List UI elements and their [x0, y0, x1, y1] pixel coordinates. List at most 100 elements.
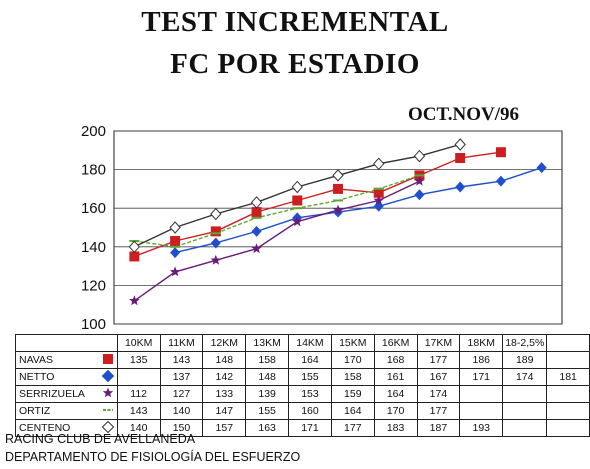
point-netto	[210, 237, 221, 249]
point-centeno	[128, 240, 141, 254]
line-chart: 100 120 140 160 180 200	[81, 123, 563, 333]
table-header-row: 10KM 11KM 12KM 13KM 14KM 15KM 16KM 17KM 18KM 18-2…	[14, 334, 590, 352]
table-value	[459, 385, 504, 403]
table-value: 177	[416, 351, 461, 369]
table-value: 135	[116, 351, 161, 369]
table-value	[502, 402, 548, 420]
series-line-ortiz	[134, 174, 420, 248]
point-netto	[414, 189, 425, 201]
point-serrizuela	[373, 195, 384, 205]
table-row: CENTENO 140 150 157 163 171 177 183 187 193	[14, 419, 590, 437]
table-value: 177	[330, 419, 375, 437]
point-centeno	[413, 149, 426, 163]
table-value: 148	[245, 368, 290, 386]
legend-marker-shape	[102, 387, 113, 397]
point-navas	[210, 226, 221, 237]
x-tick-label: 16KM	[373, 334, 418, 352]
table-value: 170	[330, 351, 375, 369]
legend-marker	[98, 402, 118, 420]
table-value	[546, 385, 590, 403]
table-value: 187	[416, 419, 461, 437]
series-line-netto	[174, 167, 542, 254]
table-value: 177	[416, 402, 461, 420]
y-tick-label: 120	[81, 277, 106, 294]
chart-date: OCT.NOV/96	[408, 104, 520, 125]
legend-marker	[98, 351, 118, 369]
legend-marker-icon	[101, 369, 114, 382]
table-value: 143	[116, 402, 161, 420]
y-tick-label: 100	[81, 316, 106, 333]
data-table: 10KM 11KM 12KM 13KM 14KM 15KM 16KM 17KM 18KM 18-2…	[14, 334, 590, 437]
table-value: 160	[288, 402, 332, 420]
table-value: 189	[502, 351, 548, 369]
table-value: 164	[373, 385, 418, 403]
point-navas	[292, 195, 303, 206]
legend-marker-icon	[101, 420, 114, 433]
table-value: 155	[245, 402, 290, 420]
x-tick-label: 13KM	[245, 334, 290, 352]
point-navas	[373, 187, 384, 198]
table-value: 153	[288, 385, 332, 403]
table-value: 147	[202, 402, 247, 420]
table-value	[546, 351, 590, 369]
chart-title-line2: FC POR ESTADIO	[170, 48, 420, 80]
point-serrizuela	[210, 254, 221, 265]
x-tick-label: 10KM	[116, 334, 161, 352]
table-value: 155	[288, 368, 332, 386]
point-centeno	[169, 221, 181, 234]
table-value	[459, 402, 504, 420]
table-value: 142	[202, 368, 247, 386]
table-value	[502, 385, 548, 403]
x-tick-label: 15KM	[330, 334, 375, 352]
point-serrizuela	[129, 295, 140, 306]
chart-title-line1: TEST INCREMENTAL	[141, 6, 449, 38]
table-row: NAVAS 135 143 148 158 164 170 168 177 186 189	[14, 351, 590, 369]
table-value: 139	[245, 385, 290, 403]
point-serrizuela	[292, 216, 303, 227]
table-value: 167	[416, 368, 461, 386]
series-line-navas	[134, 151, 501, 258]
table-value	[502, 419, 548, 437]
table-value: 137	[159, 368, 204, 386]
table-value: 171	[459, 368, 504, 386]
table-value: 170	[373, 402, 418, 420]
legend-marker-icon	[102, 408, 113, 411]
point-centeno	[454, 138, 466, 151]
table-value: 168	[373, 351, 418, 369]
table-value: 193	[459, 419, 504, 437]
table-value: 157	[202, 419, 247, 437]
footer-department: DEPARTAMENTO DE FISIOLOGÍA DEL ESFUERZO	[5, 450, 301, 464]
point-navas	[170, 236, 181, 247]
table-value: 140	[116, 419, 161, 437]
table-value: 174	[416, 385, 461, 403]
legend-series-name: NETTO	[14, 368, 99, 386]
y-tick-label: 140	[81, 239, 106, 256]
point-serrizuela	[251, 243, 262, 254]
table-value: 174	[502, 368, 548, 386]
legend-marker-shape	[102, 353, 113, 364]
table-value: 158	[245, 351, 290, 369]
legend-marker	[98, 385, 118, 403]
point-serrizuela	[332, 204, 344, 215]
table-value: 161	[373, 368, 418, 386]
table-value: 143	[159, 351, 204, 369]
y-tick-label: 200	[81, 123, 106, 140]
table-value: 150	[159, 419, 204, 437]
point-netto	[536, 162, 547, 174]
legend-marker	[98, 419, 118, 437]
point-netto	[455, 181, 466, 193]
y-tick-label: 180	[81, 162, 106, 179]
point-centeno	[291, 180, 303, 194]
series-line-serrizuela	[133, 180, 420, 302]
table-value: 133	[202, 385, 247, 403]
table-value	[546, 402, 590, 420]
point-centeno	[210, 207, 222, 221]
table-corner-marker	[98, 334, 118, 352]
legend-marker-icon	[102, 387, 113, 397]
x-tick-label: 12KM	[202, 334, 247, 352]
point-centeno	[332, 169, 344, 182]
table-value: 112	[116, 385, 161, 403]
legend-series-name: ORTIZ	[14, 402, 99, 420]
point-serrizuela	[169, 266, 181, 277]
table-row: SERRIZUELA 112 127 133 139 153 159 164 174	[14, 385, 590, 403]
